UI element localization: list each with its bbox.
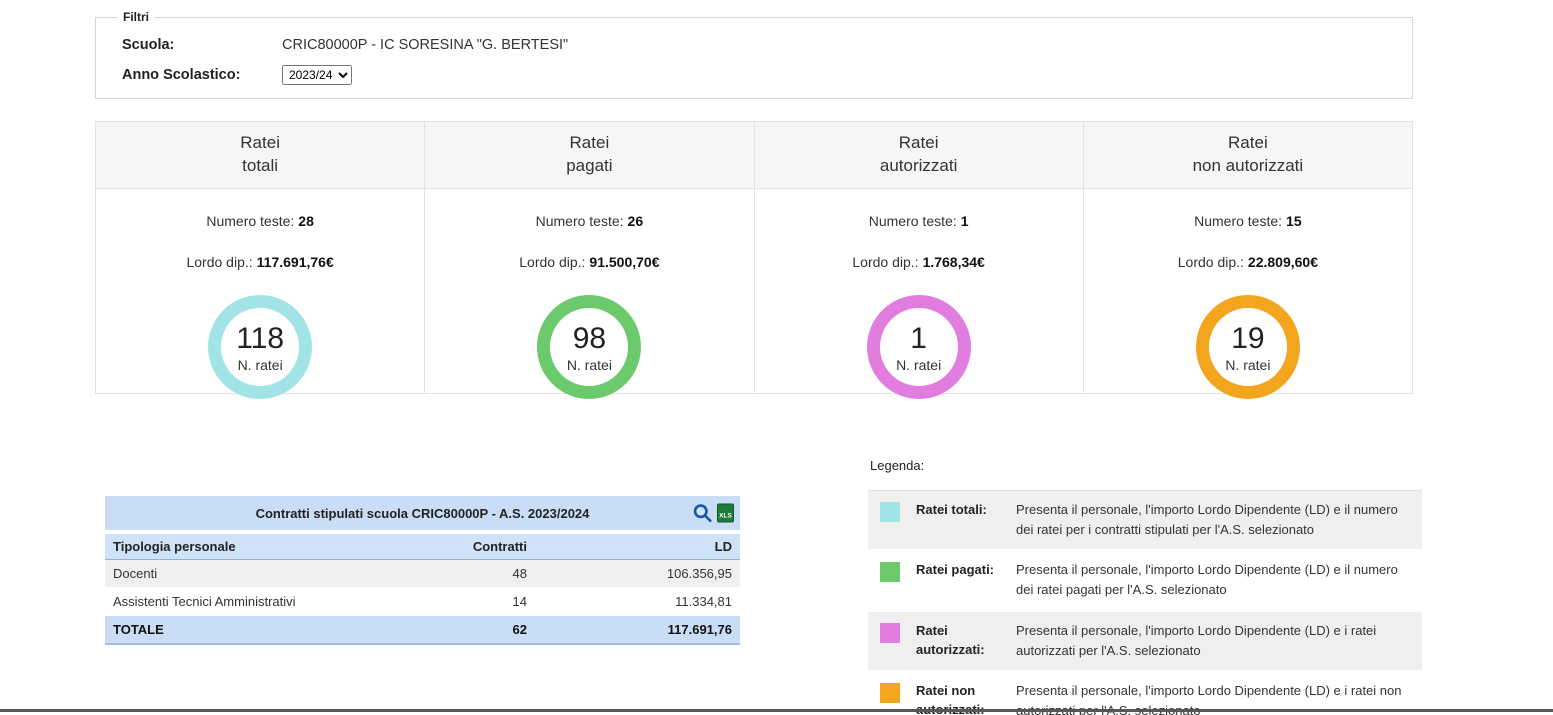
card-ratei-autorizzati: Ratei autorizzati Numero teste:1 Lordo d… <box>754 121 1084 394</box>
filters-panel: Filtri Scuola: CRIC80000P - IC SORESINA … <box>95 10 1413 99</box>
lordo-dip: Lordo dip.:91.500,70€ <box>425 254 753 270</box>
anno-scolastico-select[interactable]: 2023/24 <box>282 65 352 85</box>
ratei-count-circle: 19 N. ratei <box>1196 295 1300 399</box>
lordo-dip: Lordo dip.:117.691,76€ <box>96 254 424 270</box>
contracts-table-header: Contratti stipulati scuola CRIC80000P - … <box>105 496 740 530</box>
lordo-dip: Lordo dip.:22.809,60€ <box>1084 254 1412 270</box>
color-swatch <box>880 562 900 582</box>
legend-item-ratei-pagati: Ratei pagati: Presenta il personale, l'i… <box>868 551 1422 611</box>
legend-title: Legenda: <box>870 458 1422 473</box>
color-swatch <box>880 502 900 522</box>
numero-teste: Numero teste:26 <box>425 213 753 229</box>
lordo-dip: Lordo dip.:1.768,34€ <box>755 254 1083 270</box>
card-title: Ratei totali <box>96 122 424 189</box>
school-filter-row: Scuola: CRIC80000P - IC SORESINA "G. BER… <box>122 33 1400 56</box>
year-filter-row: Anno Scolastico: 2023/24 <box>122 63 1400 86</box>
card-ratei-pagati: Ratei pagati Numero teste:26 Lordo dip.:… <box>424 121 754 394</box>
card-ratei-non-autorizzati: Ratei non autorizzati Numero teste:15 Lo… <box>1083 121 1413 394</box>
legend-item-ratei-autorizzati: Ratei autorizzati: Presenta il personale… <box>868 612 1422 672</box>
numero-teste: Numero teste:28 <box>96 213 424 229</box>
bottom-section: Contratti stipulati scuola CRIC80000P - … <box>95 458 1553 715</box>
legend-item-ratei-totali: Ratei totali: Presenta il personale, l'i… <box>868 491 1422 551</box>
table-total-row: TOTALE 62 117.691,76 <box>105 616 740 645</box>
table-row: Assistenti Tecnici Amministrativi 14 11.… <box>105 588 740 616</box>
contracts-table-title: Contratti stipulati scuola CRIC80000P - … <box>256 506 590 521</box>
school-value: CRIC80000P - IC SORESINA "G. BERTESI" <box>282 37 568 53</box>
card-title: Ratei non autorizzati <box>1084 122 1412 189</box>
card-title: Ratei autorizzati <box>755 122 1083 189</box>
legend-panel: Legenda: Ratei totali: Presenta il perso… <box>868 458 1422 715</box>
page: Filtri Scuola: CRIC80000P - IC SORESINA … <box>0 0 1553 715</box>
cards-row: Ratei totali Numero teste:28 Lordo dip.:… <box>95 121 1413 394</box>
school-label: Scuola: <box>122 37 282 53</box>
contracts-table: Contratti stipulati scuola CRIC80000P - … <box>105 496 740 645</box>
card-ratei-totali: Ratei totali Numero teste:28 Lordo dip.:… <box>95 121 425 394</box>
numero-teste: Numero teste:1 <box>755 213 1083 229</box>
footer-divider <box>0 709 1553 712</box>
card-title: Ratei pagati <box>425 122 753 189</box>
table-header-row: Tipologia personale Contratti LD <box>105 534 740 560</box>
color-swatch <box>880 623 900 643</box>
search-icon[interactable] <box>692 503 713 524</box>
col-contratti: Contratti <box>345 534 535 560</box>
table-row: Docenti 48 106.356,95 <box>105 560 740 588</box>
filters-legend: Filtri <box>118 10 154 24</box>
color-swatch <box>880 683 900 703</box>
ratei-count-circle: 118 N. ratei <box>208 295 312 399</box>
xls-export-icon[interactable]: XLS <box>717 504 734 523</box>
col-tipologia: Tipologia personale <box>105 534 345 560</box>
ratei-count-circle: 98 N. ratei <box>537 295 641 399</box>
col-ld: LD <box>535 534 740 560</box>
numero-teste: Numero teste:15 <box>1084 213 1412 229</box>
ratei-count-circle: 1 N. ratei <box>867 295 971 399</box>
year-label: Anno Scolastico: <box>122 67 282 83</box>
